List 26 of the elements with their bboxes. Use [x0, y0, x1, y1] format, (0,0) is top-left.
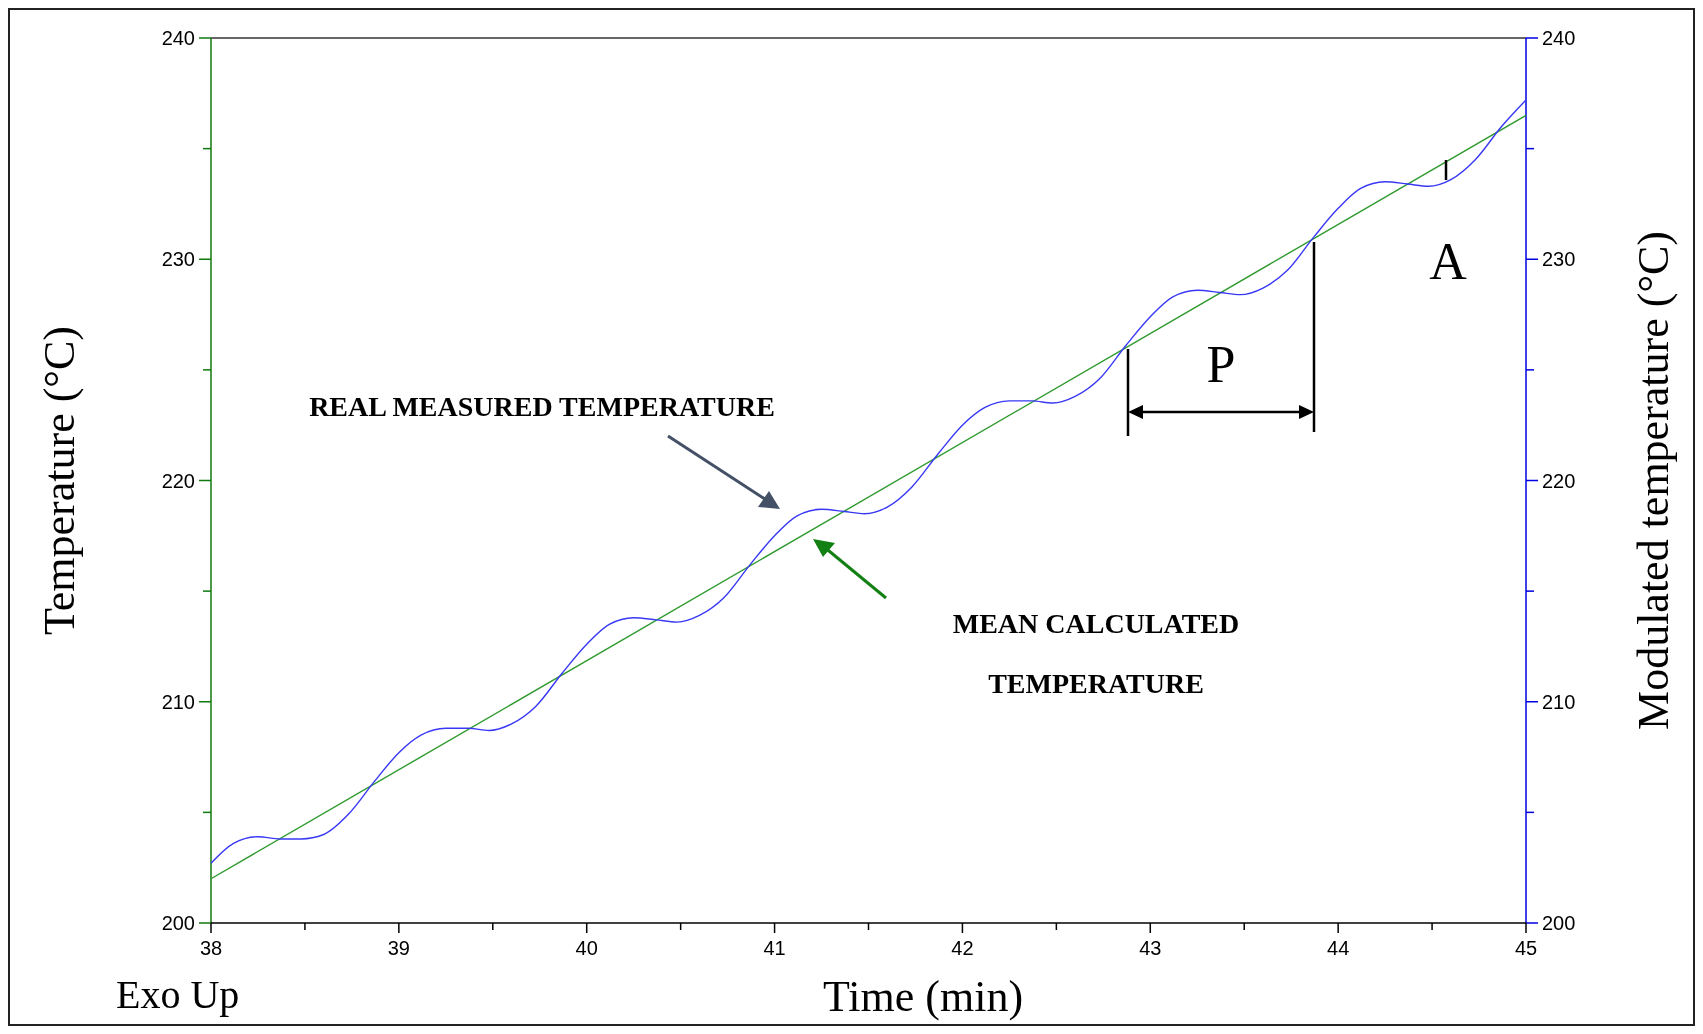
x-tick-label: 40 [575, 937, 598, 959]
x-tick-label: 41 [763, 937, 786, 959]
x-tick-label: 43 [1139, 937, 1162, 959]
annotation: REAL MEASURED TEMPERATURE [309, 391, 775, 422]
x-tick-label: 44 [1327, 937, 1350, 959]
y-tick-label: 200 [161, 912, 195, 934]
y-tick-label: 210 [161, 690, 195, 713]
x-tick-label: 42 [951, 937, 974, 959]
y-axis-title: Temperature (°C) [35, 326, 84, 635]
y2-tick-label: 230 [1542, 248, 1576, 271]
text: Exo Up [116, 972, 240, 1017]
y-tick-label: 220 [161, 469, 195, 492]
annotation: P [1206, 336, 1236, 393]
y2-tick-label: 210 [1542, 690, 1576, 713]
y2-tick-label: 200 [1542, 912, 1576, 934]
y-tick-label: 240 [161, 27, 195, 49]
x-axis-title: Time (min) [822, 972, 1024, 1021]
y2-tick-label: 240 [1542, 27, 1576, 49]
x-tick-label: 39 [387, 937, 410, 959]
x-tick-label: 45 [1514, 937, 1538, 959]
y-tick-label: 230 [161, 248, 195, 271]
annotation: MEAN CALCULATED TEMPERATURE [952, 608, 1240, 699]
x-tick-label: 38 [199, 937, 223, 959]
y2-axis-title: Modulated temperature (°C) [1629, 231, 1678, 730]
annotation: A [1429, 233, 1468, 290]
y2-tick-label: 220 [1542, 469, 1576, 492]
